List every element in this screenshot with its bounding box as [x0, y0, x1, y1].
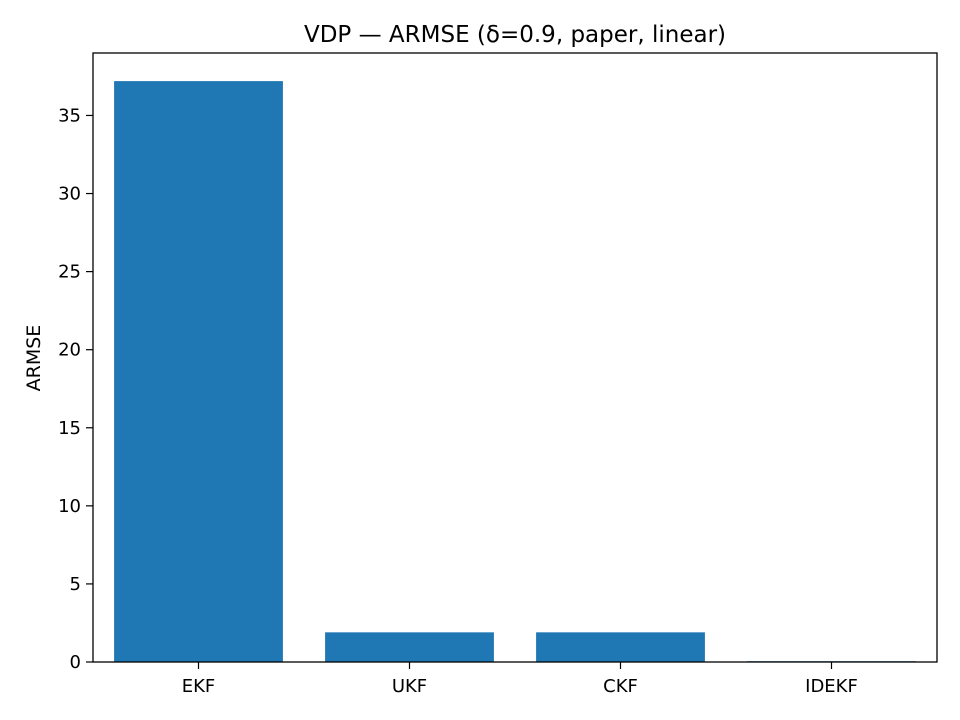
x-tick-label: EKF: [182, 676, 216, 697]
bars-group: [114, 81, 916, 663]
bar-ekf: [114, 81, 283, 663]
y-axis-ticks: 0 5 10 15 20 25 30 35: [58, 105, 93, 673]
y-axis-label: ARMSE: [23, 325, 45, 392]
y-tick-label: 30: [58, 184, 81, 205]
plot-frame: [92, 52, 938, 663]
x-tick-label: IDEKF: [805, 676, 858, 697]
y-tick-label: 0: [70, 652, 81, 673]
y-tick-label: 25: [58, 262, 81, 283]
x-axis-ticks: EKF UKF CKF IDEKF: [182, 662, 858, 697]
bar-ckf: [536, 632, 705, 662]
y-tick-label: 10: [58, 496, 81, 517]
y-tick-label: 20: [58, 340, 81, 361]
bar-ukf: [325, 632, 494, 662]
chart-title: VDP — ARMSE (δ=0.9, paper, linear): [304, 22, 726, 48]
x-tick-label: CKF: [603, 676, 638, 697]
x-tick-label: UKF: [392, 676, 427, 697]
y-tick-label: 5: [70, 574, 81, 595]
y-tick-label: 35: [58, 105, 81, 126]
y-tick-label: 15: [58, 418, 81, 439]
